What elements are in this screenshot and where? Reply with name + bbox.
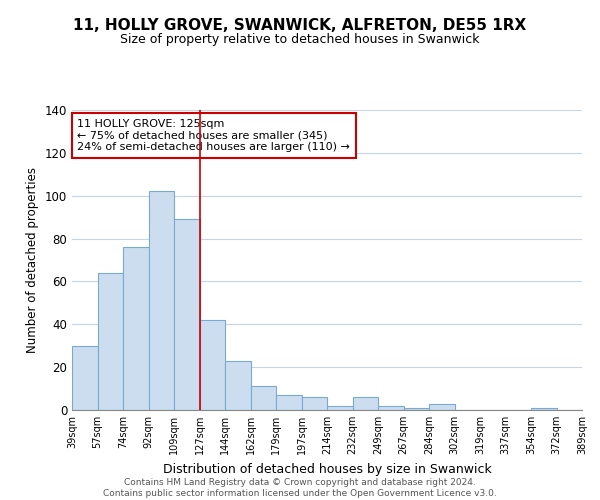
Bar (72, 346, 97, 410)
Bar (149, 192, 174, 410)
Bar (199, 320, 225, 410)
Bar (327, 406, 353, 410)
Bar (225, 360, 251, 410)
Bar (123, 247, 149, 410)
Bar (97, 273, 123, 410)
Bar (378, 406, 404, 410)
Text: Contains HM Land Registry data © Crown copyright and database right 2024.
Contai: Contains HM Land Registry data © Crown c… (103, 478, 497, 498)
Bar (531, 408, 557, 410)
X-axis label: Distribution of detached houses by size in Swanwick: Distribution of detached houses by size … (163, 462, 491, 475)
Text: Size of property relative to detached houses in Swanwick: Size of property relative to detached ho… (120, 32, 480, 46)
Bar (429, 404, 455, 410)
Bar (276, 395, 302, 410)
Bar (302, 397, 327, 410)
Bar (353, 397, 378, 410)
Text: 11 HOLLY GROVE: 125sqm
← 75% of detached houses are smaller (345)
24% of semi-de: 11 HOLLY GROVE: 125sqm ← 75% of detached… (77, 119, 350, 152)
Text: 11, HOLLY GROVE, SWANWICK, ALFRETON, DE55 1RX: 11, HOLLY GROVE, SWANWICK, ALFRETON, DE5… (73, 18, 527, 32)
Bar (174, 220, 199, 410)
Bar (404, 408, 429, 410)
Bar (251, 386, 276, 410)
Y-axis label: Number of detached properties: Number of detached properties (26, 167, 39, 353)
